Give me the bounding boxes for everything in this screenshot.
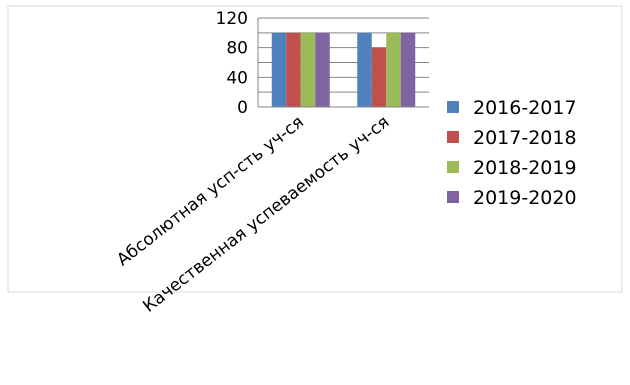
bar-2016-2017-2 — [357, 32, 372, 108]
bar-2019-2020-1 — [315, 32, 330, 108]
bar-2018-2019-2 — [386, 32, 401, 108]
bar-2017-2018-2 — [371, 47, 387, 107]
legend-label: 2017-2018 — [473, 127, 577, 149]
bar-2017-2018-1 — [286, 32, 301, 108]
legend-swatch-2019-2020 — [447, 191, 459, 203]
legend: 2016-2017 2017-2018 2018-2019 2019-2020 — [447, 97, 577, 209]
y-tick-label: 40 — [226, 68, 248, 88]
axes — [257, 18, 429, 108]
bar-2019-2020-2 — [400, 32, 416, 108]
legend-swatch-2018-2019 — [447, 161, 459, 173]
legend-label: 2018-2019 — [473, 157, 577, 179]
legend-label: 2016-2017 — [473, 97, 577, 119]
y-tick-label: 80 — [226, 39, 248, 59]
legend-label: 2019-2020 — [473, 187, 577, 209]
bar-2016-2017-1 — [271, 32, 287, 108]
y-tick-label: 0 — [237, 98, 248, 118]
legend-swatch-2016-2017 — [447, 101, 459, 113]
bar-2018-2019-1 — [300, 32, 316, 108]
legend-swatch-2017-2018 — [447, 131, 459, 143]
y-tick-labels: 0 40 80 120 — [216, 9, 248, 118]
bars — [271, 32, 416, 108]
y-tick-label: 120 — [216, 9, 248, 29]
